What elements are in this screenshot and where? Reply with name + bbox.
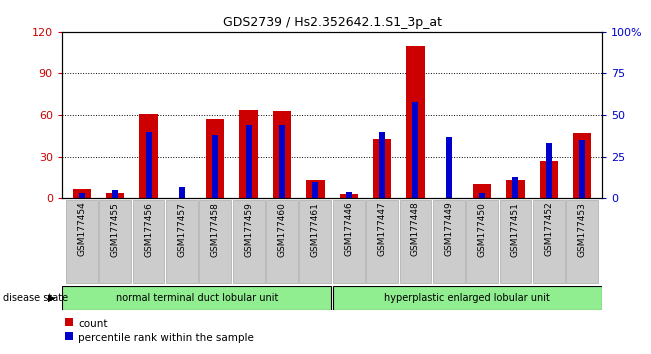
Text: GSM177452: GSM177452 — [544, 202, 553, 256]
Text: percentile rank within the sample: percentile rank within the sample — [78, 333, 254, 343]
Text: disease state: disease state — [3, 293, 68, 303]
Text: GSM177456: GSM177456 — [144, 202, 153, 257]
Bar — [212, 135, 218, 198]
Text: GSM177446: GSM177446 — [344, 202, 353, 256]
FancyBboxPatch shape — [333, 200, 365, 283]
Bar — [512, 177, 518, 198]
Bar — [473, 184, 492, 198]
Bar — [139, 114, 158, 198]
Text: hyperplastic enlarged lobular unit: hyperplastic enlarged lobular unit — [384, 293, 550, 303]
Bar — [373, 139, 391, 198]
Bar — [540, 161, 558, 198]
Text: normal terminal duct lobular unit: normal terminal duct lobular unit — [116, 293, 278, 303]
Text: GSM177459: GSM177459 — [244, 202, 253, 257]
Text: GSM177457: GSM177457 — [178, 202, 186, 257]
Bar — [273, 111, 291, 198]
FancyBboxPatch shape — [233, 200, 264, 283]
Bar — [546, 143, 552, 198]
Text: ▶: ▶ — [48, 293, 55, 303]
Bar — [306, 180, 324, 198]
FancyBboxPatch shape — [466, 200, 498, 283]
FancyBboxPatch shape — [100, 200, 131, 283]
Bar — [579, 140, 585, 198]
FancyBboxPatch shape — [266, 200, 298, 283]
FancyBboxPatch shape — [299, 200, 331, 283]
FancyBboxPatch shape — [62, 286, 331, 310]
FancyBboxPatch shape — [566, 200, 598, 283]
Text: GSM177449: GSM177449 — [444, 202, 453, 256]
Bar — [312, 182, 318, 198]
Text: GSM177458: GSM177458 — [211, 202, 220, 257]
Bar — [446, 137, 452, 198]
Bar — [506, 180, 525, 198]
Text: GSM177448: GSM177448 — [411, 202, 420, 256]
Bar — [240, 109, 258, 198]
Text: GSM177451: GSM177451 — [511, 202, 520, 257]
FancyBboxPatch shape — [366, 200, 398, 283]
Text: count: count — [78, 319, 107, 329]
Text: GSM177447: GSM177447 — [378, 202, 387, 256]
FancyBboxPatch shape — [400, 200, 431, 283]
FancyBboxPatch shape — [166, 200, 198, 283]
Text: GSM177453: GSM177453 — [577, 202, 587, 257]
Bar — [340, 194, 358, 198]
Bar — [346, 192, 352, 198]
FancyBboxPatch shape — [433, 200, 465, 283]
Bar — [73, 189, 91, 198]
FancyBboxPatch shape — [333, 286, 602, 310]
Title: GDS2739 / Hs2.352642.1.S1_3p_at: GDS2739 / Hs2.352642.1.S1_3p_at — [223, 16, 441, 29]
Bar — [412, 102, 419, 198]
FancyBboxPatch shape — [133, 200, 165, 283]
Bar — [379, 132, 385, 198]
Text: GSM177461: GSM177461 — [311, 202, 320, 257]
FancyBboxPatch shape — [533, 200, 564, 283]
Bar — [106, 193, 124, 198]
Bar — [206, 119, 225, 198]
Bar — [406, 46, 424, 198]
Text: GSM177450: GSM177450 — [478, 202, 486, 257]
Text: GSM177460: GSM177460 — [277, 202, 286, 257]
Bar — [112, 190, 118, 198]
FancyBboxPatch shape — [199, 200, 231, 283]
Bar — [146, 132, 152, 198]
Bar — [479, 193, 485, 198]
Bar — [245, 125, 252, 198]
Bar — [279, 125, 285, 198]
Text: GSM177455: GSM177455 — [111, 202, 120, 257]
Bar — [573, 133, 591, 198]
FancyBboxPatch shape — [499, 200, 531, 283]
FancyBboxPatch shape — [66, 200, 98, 283]
Bar — [179, 187, 185, 198]
Bar — [79, 193, 85, 198]
Text: GSM177454: GSM177454 — [77, 202, 87, 256]
